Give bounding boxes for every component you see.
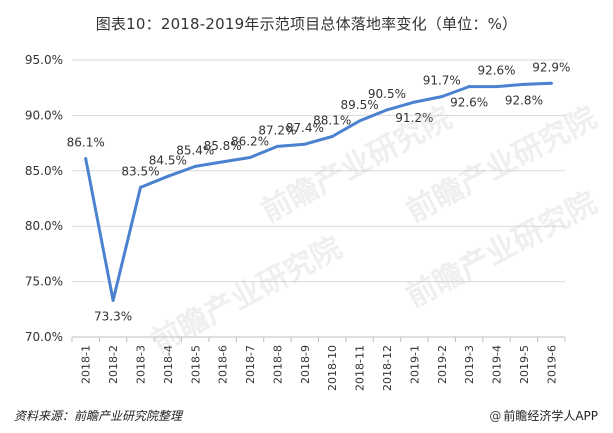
data-point bbox=[385, 108, 389, 112]
data-point bbox=[330, 134, 334, 138]
data-label: 84.5% bbox=[149, 153, 187, 167]
y-tick-labels: 70.0% 75.0% 80.0% 85.0% 90.0% 95.0% bbox=[25, 53, 63, 344]
x-tick-label: 2019-5 bbox=[518, 345, 531, 384]
x-tick-label: 2018-6 bbox=[217, 345, 230, 384]
data-label: 91.2% bbox=[395, 111, 433, 125]
x-tick-label: 2019-3 bbox=[463, 345, 476, 384]
y-tick-label: 75.0% bbox=[25, 275, 63, 289]
x-tick-label: 2018-12 bbox=[381, 345, 394, 391]
data-label: 92.6% bbox=[450, 96, 488, 110]
data-point bbox=[111, 298, 115, 302]
at-sign-icon: @ bbox=[489, 409, 502, 423]
data-point bbox=[221, 160, 225, 164]
data-label: 73.3% bbox=[94, 309, 132, 323]
x-tick-label: 2018-9 bbox=[299, 345, 312, 384]
data-label: 89.5% bbox=[341, 98, 379, 112]
data-point bbox=[166, 174, 170, 178]
source-note: 资料来源：前瞻产业研究院整理 bbox=[14, 409, 183, 423]
x-tick-label: 2018-1 bbox=[80, 345, 93, 384]
data-labels: 86.1% 73.3% 83.5%84.5%85.4%85.8%86.2%87.2%… bbox=[67, 60, 571, 323]
data-label: 87.4% bbox=[286, 121, 324, 135]
data-label: 85.4% bbox=[176, 143, 214, 157]
data-point bbox=[303, 142, 307, 146]
x-tick-label: 2019-6 bbox=[545, 345, 558, 384]
data-label: 86.1% bbox=[67, 136, 105, 150]
series-line bbox=[84, 81, 553, 302]
x-tick-label: 2018-4 bbox=[162, 345, 175, 384]
x-tick-label: 2018-2 bbox=[107, 345, 120, 384]
data-label: 88.1% bbox=[313, 113, 351, 127]
data-point bbox=[522, 82, 526, 86]
data-point bbox=[549, 81, 553, 85]
data-label: 85.8% bbox=[204, 139, 242, 153]
data-point bbox=[275, 144, 279, 148]
data-label: 86.2% bbox=[231, 135, 269, 149]
y-tick-label: 80.0% bbox=[25, 219, 63, 233]
data-label: 92.9% bbox=[532, 60, 570, 74]
data-label: 91.7% bbox=[423, 74, 461, 88]
x-tick-label: 2018-8 bbox=[271, 345, 284, 384]
x-tick-labels: 2018-1 2018-2 2018-3 2018-4 2018-5 2018-6 2018… bbox=[80, 345, 559, 391]
data-point bbox=[138, 185, 142, 189]
x-tick-label: 2019-4 bbox=[491, 345, 504, 384]
x-tick-label: 2018-11 bbox=[354, 345, 367, 391]
data-label: 92.6% bbox=[477, 64, 515, 78]
data-point bbox=[248, 156, 252, 160]
data-point bbox=[495, 85, 499, 89]
y-tick-label: 70.0% bbox=[25, 330, 63, 344]
brand-credit: @ 前瞻经济学人APP bbox=[489, 407, 598, 424]
data-point bbox=[358, 119, 362, 123]
data-label: 87.2% bbox=[258, 123, 296, 137]
x-tick-label: 2019-1 bbox=[408, 345, 421, 384]
data-point bbox=[440, 95, 444, 99]
x-tick-label: 2018-10 bbox=[326, 345, 339, 391]
data-point bbox=[193, 164, 197, 168]
brand-name: 前瞻经济学人APP bbox=[503, 409, 598, 423]
y-tick-label: 95.0% bbox=[25, 53, 63, 67]
axes bbox=[71, 336, 566, 342]
chart-title: 图表10：2018-2019年示范项目总体落地率变化（单位：%） bbox=[95, 15, 518, 33]
data-label: 90.5% bbox=[368, 87, 406, 101]
x-tick-label: 2018-5 bbox=[189, 345, 202, 384]
data-point bbox=[84, 157, 88, 161]
data-label: 92.8% bbox=[505, 93, 543, 107]
grid-lines bbox=[72, 59, 565, 283]
series-line-group bbox=[84, 81, 553, 302]
y-tick-label: 85.0% bbox=[25, 164, 63, 178]
x-tick-label: 2018-3 bbox=[134, 345, 147, 384]
data-label: 83.5% bbox=[121, 164, 159, 178]
data-point bbox=[412, 100, 416, 104]
x-tick-label: 2019-2 bbox=[436, 345, 449, 384]
data-point bbox=[467, 85, 471, 89]
y-tick-label: 90.0% bbox=[25, 108, 63, 122]
x-tick-label: 2018-7 bbox=[244, 345, 257, 384]
